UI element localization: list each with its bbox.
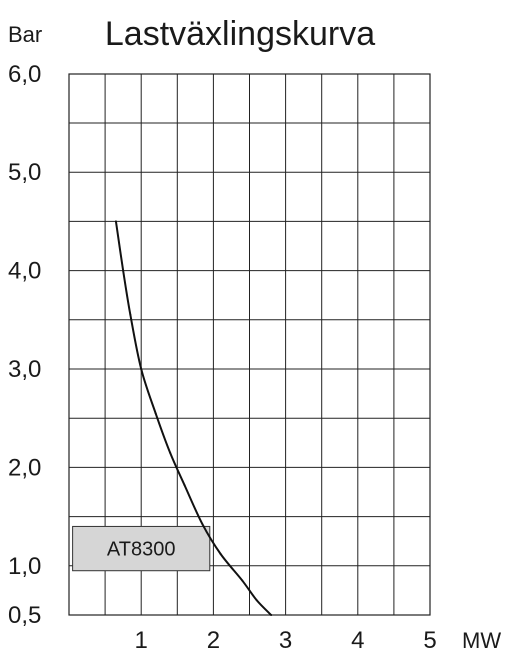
x-tick-label: 4 [351, 627, 364, 653]
series-point [169, 451, 172, 454]
chart-title: Lastväxlingskurva [105, 15, 375, 53]
series-point [122, 269, 125, 272]
y-tick-label: 6,0 [8, 61, 41, 88]
x-tick-label: 1 [135, 627, 148, 653]
x-tick-label: 3 [279, 627, 292, 653]
y-axis-unit: Bar [8, 22, 42, 47]
series-point [255, 599, 258, 602]
series-point [270, 614, 273, 616]
annotation-box [72, 525, 211, 572]
chart-series [114, 220, 273, 616]
chart-annotations: AT8300 [72, 525, 211, 572]
x-axis-ticks: 1 2 3 4 5 [135, 627, 437, 653]
x-axis-unit: MW [462, 628, 501, 653]
y-tick-label: 5,0 [8, 159, 41, 186]
y-tick-label: 3,0 [8, 356, 41, 383]
series-point [183, 484, 186, 487]
chart-grid [68, 73, 431, 616]
series-point [241, 579, 244, 582]
y-tick-label: 4,0 [8, 258, 41, 285]
y-axis-ticks: 0,5 1,0 2,0 3,0 4,0 5,0 6,0 [8, 61, 41, 629]
x-tick-label: 2 [207, 627, 220, 653]
series-point [114, 220, 117, 223]
y-tick-label: 2,0 [8, 454, 41, 481]
series-point [140, 368, 143, 370]
y-tick-label: 0,5 [8, 602, 41, 629]
series-point [201, 523, 204, 526]
y-tick-label: 1,0 [8, 553, 41, 580]
series-point [219, 552, 222, 555]
series-point [129, 313, 132, 316]
series-point [154, 412, 157, 415]
x-tick-label: 5 [423, 627, 436, 653]
series-line [114, 221, 272, 616]
plot-frame [68, 73, 431, 616]
annotation-label: AT8300 [107, 539, 176, 561]
